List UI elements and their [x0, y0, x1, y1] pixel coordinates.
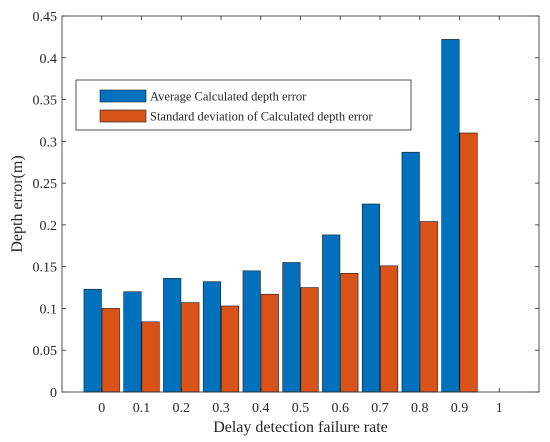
bar-series1-0.8: [419, 221, 438, 393]
y-tick-label: 0.05: [33, 344, 58, 359]
bar-series1-0.1: [141, 321, 160, 393]
bar-series0-0.7: [361, 203, 381, 393]
x-tick-label: 0.5: [292, 401, 310, 416]
bar-series1-0.7: [379, 265, 399, 393]
legend-swatch-std-deviation: [99, 109, 147, 123]
bar-series0-0.9: [441, 39, 460, 393]
x-tick-label: 0: [98, 401, 105, 416]
bar-series0-0.4: [242, 270, 261, 393]
bar-series1-0.3: [221, 305, 240, 393]
x-axis-label: Delay detection failure rate: [213, 419, 388, 436]
x-tick-label: 0.6: [332, 401, 350, 416]
legend-label-std-deviation: Standard deviation of Calculated depth e…: [150, 110, 373, 124]
y-tick-label: 0.35: [33, 94, 58, 109]
bar-series1-0: [101, 308, 120, 393]
bar-series0-0.6: [322, 234, 341, 393]
bar-series1-0.4: [260, 293, 279, 393]
bar-series0-0: [83, 288, 102, 393]
x-tick-label: 0.3: [212, 401, 230, 416]
bar-series1-0.9: [459, 132, 478, 393]
bars-layer: [83, 39, 478, 393]
y-tick-label: 0.3: [40, 135, 58, 150]
bar-series0-0.2: [163, 278, 182, 393]
bar-series0-0.3: [202, 281, 221, 393]
bar-series1-0.2: [181, 302, 200, 393]
y-tick-label: 0.15: [33, 261, 58, 276]
x-tick-label: 0.1: [133, 401, 151, 416]
legend-box: [75, 79, 412, 131]
y-tick-label: 0.25: [33, 177, 58, 192]
x-tick-label: 0.9: [451, 401, 469, 416]
y-tick-label: 0.45: [33, 10, 58, 25]
x-tick-label: 0.7: [371, 401, 389, 416]
x-tick-label: 0.8: [411, 401, 429, 416]
y-tick-label: 0.2: [40, 219, 58, 234]
y-tick-label: 0.1: [40, 302, 58, 317]
y-tick-label: 0: [50, 386, 57, 401]
tick-labels-layer: 0 0.1 0.2 0.3 0.4 0.5 0.6 0.7 0.8 0.9 1 0 0.05 0.1 0.1…: [33, 10, 503, 416]
bar-series0-0.1: [123, 291, 142, 393]
x-tick-label: 1: [496, 401, 503, 416]
ticks-layer: [62, 15, 539, 393]
legend-label-average: Average Calculated depth error: [150, 90, 307, 104]
legend: Average Calculated depth error Standard …: [75, 79, 412, 131]
bar-series0-0.8: [401, 151, 420, 393]
y-axis-label: Depth error(m): [9, 155, 26, 252]
y-tick-label: 0.4: [40, 52, 58, 67]
bar-series1-0.5: [300, 287, 319, 393]
legend-swatch-average: [99, 89, 147, 103]
bar-series0-0.5: [282, 262, 301, 393]
x-tick-label: 0.2: [173, 401, 191, 416]
bar-series1-0.6: [340, 273, 359, 393]
x-tick-label: 0.4: [252, 401, 270, 416]
